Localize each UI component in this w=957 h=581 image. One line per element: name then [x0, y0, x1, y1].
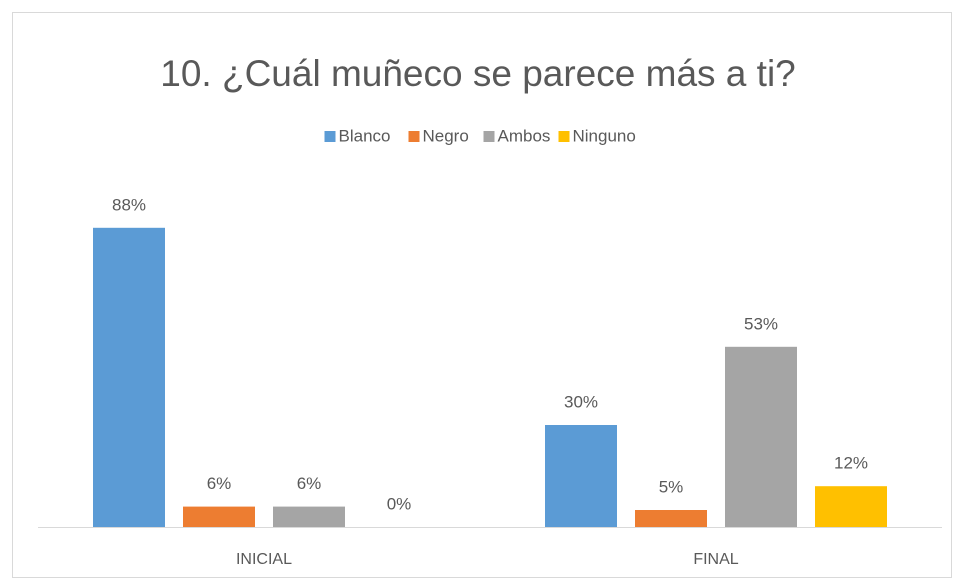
data-label: 53%: [744, 314, 778, 333]
legend-swatch: [483, 131, 495, 142]
bar: [273, 506, 345, 527]
bar: [93, 227, 165, 528]
bar: [183, 506, 255, 527]
chart-title: 10. ¿Cuál muñeco se parece más a ti?: [160, 53, 796, 94]
data-label: 12%: [834, 454, 868, 473]
legend-label: Ambos: [498, 126, 551, 145]
bar: [725, 346, 797, 527]
data-label: 88%: [112, 195, 146, 214]
legend-swatch: [324, 131, 336, 142]
data-label: 6%: [207, 474, 232, 493]
data-label: 6%: [297, 474, 322, 493]
bar: [815, 486, 887, 527]
bar: [635, 510, 707, 527]
legend-swatch: [408, 131, 420, 142]
data-label: 5%: [659, 477, 684, 496]
legend-swatch: [558, 131, 570, 142]
bar: [545, 425, 617, 527]
legend-label: Ninguno: [573, 126, 636, 145]
data-label: 0%: [387, 494, 412, 513]
data-label: 30%: [564, 392, 598, 411]
legend-label: Blanco: [339, 126, 391, 145]
x-tick-label: INICIAL: [236, 551, 292, 568]
legend-label: Negro: [423, 126, 469, 145]
x-tick-label: FINAL: [693, 551, 738, 568]
